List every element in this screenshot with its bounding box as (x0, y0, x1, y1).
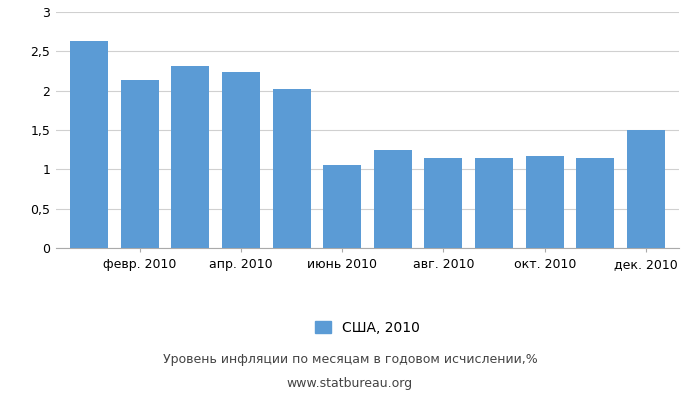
Bar (627, 130, 665, 248)
Bar (272, 89, 311, 248)
Legend: США, 2010: США, 2010 (315, 321, 420, 335)
Bar (424, 158, 463, 248)
Bar (172, 66, 209, 248)
Bar (526, 156, 564, 248)
Text: Уровень инфляции по месяцам в годовом исчислении,%: Уровень инфляции по месяцам в годовом ис… (162, 354, 538, 366)
Bar (374, 150, 412, 248)
Text: www.statbureau.org: www.statbureau.org (287, 378, 413, 390)
Bar (475, 158, 513, 248)
Bar (576, 158, 615, 248)
Bar (222, 72, 260, 248)
Bar (70, 41, 108, 248)
Bar (323, 166, 361, 248)
Bar (120, 80, 159, 248)
